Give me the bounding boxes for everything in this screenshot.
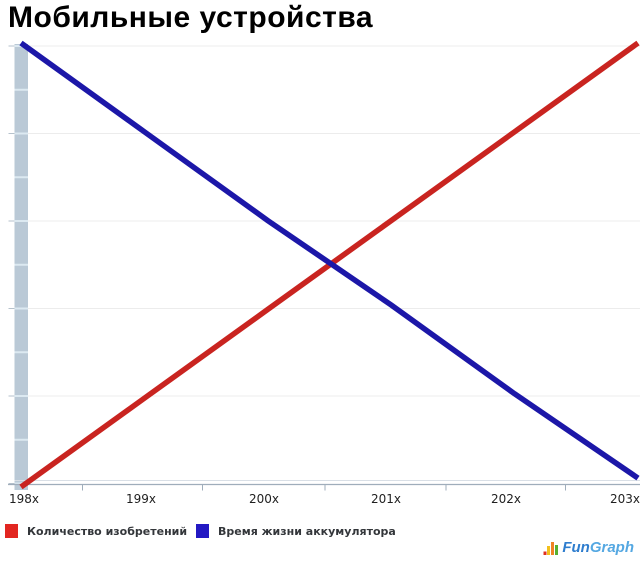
legend-swatch-battery bbox=[196, 524, 209, 538]
x-axis bbox=[8, 480, 640, 491]
x-axis-tick-label: 202x bbox=[490, 492, 522, 506]
legend-label-inventions: Количество изобретений bbox=[27, 525, 188, 538]
x-axis-tick-label: 201x bbox=[370, 492, 402, 506]
y-axis-bar bbox=[8, 44, 28, 490]
gridlines bbox=[14, 45, 640, 397]
chart-legend: Количество изобретений Время жизни аккум… bbox=[0, 522, 640, 540]
x-axis-tick-label: 200x bbox=[248, 492, 280, 506]
logo-text-graph: Graph bbox=[589, 539, 634, 556]
fungraph-logo-text: FunGraph bbox=[562, 539, 634, 557]
logo-text-fun: Fun bbox=[562, 539, 590, 556]
series-lines bbox=[19, 40, 640, 490]
legend-swatch-inventions bbox=[5, 524, 18, 538]
chart-title: Мобильные устройства bbox=[8, 1, 374, 34]
fungraph-logo: FunGraph bbox=[543, 537, 634, 557]
x-axis-tick-label: 203x bbox=[609, 492, 640, 506]
x-axis-labels: 198x 199x 200x 201x 202x 203x bbox=[0, 492, 640, 508]
legend-label-battery: Время жизни аккумулятора bbox=[218, 525, 396, 538]
series-line-battery bbox=[19, 40, 640, 481]
mini-bar-chart-icon bbox=[543, 542, 559, 555]
x-axis-tick-label: 199x bbox=[125, 492, 157, 506]
x-axis-tick-label: 198x bbox=[8, 492, 40, 506]
